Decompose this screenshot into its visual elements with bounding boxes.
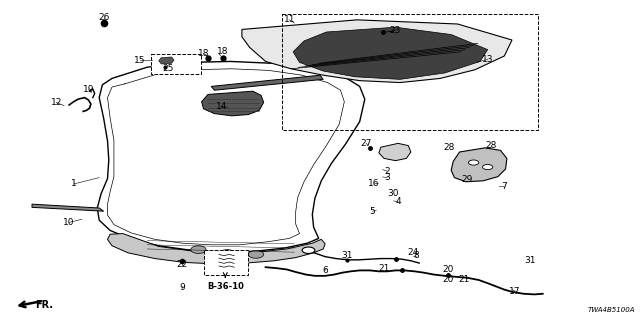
Text: 7: 7 — [502, 182, 507, 191]
Text: 11: 11 — [284, 15, 295, 24]
Polygon shape — [108, 234, 325, 264]
Polygon shape — [451, 148, 507, 182]
Text: 26: 26 — [98, 13, 109, 22]
Text: 15: 15 — [134, 56, 145, 65]
Text: 9: 9 — [180, 284, 185, 292]
Polygon shape — [211, 75, 323, 90]
Circle shape — [302, 247, 315, 253]
Text: 20: 20 — [442, 265, 454, 274]
Text: 29: 29 — [461, 175, 473, 184]
Text: 23: 23 — [390, 26, 401, 35]
Text: 19: 19 — [83, 85, 94, 94]
Text: 24: 24 — [407, 248, 419, 257]
Circle shape — [248, 251, 264, 258]
Text: FR.: FR. — [35, 300, 53, 310]
Text: 25: 25 — [162, 64, 173, 73]
FancyBboxPatch shape — [204, 250, 248, 275]
Polygon shape — [97, 61, 365, 252]
FancyBboxPatch shape — [151, 54, 201, 74]
Text: 27: 27 — [360, 139, 372, 148]
Text: 10: 10 — [63, 218, 75, 227]
Text: 20: 20 — [442, 276, 454, 284]
Text: 18: 18 — [198, 49, 209, 58]
Text: TWA4B5100A: TWA4B5100A — [588, 307, 635, 313]
Text: 17: 17 — [509, 287, 521, 296]
Text: 28: 28 — [444, 143, 455, 152]
Circle shape — [468, 160, 479, 165]
Text: 12: 12 — [51, 98, 62, 107]
Text: B-36-10: B-36-10 — [207, 282, 244, 291]
Text: 13: 13 — [482, 55, 493, 64]
Text: 18: 18 — [217, 47, 228, 56]
Polygon shape — [32, 204, 104, 211]
Text: 21: 21 — [458, 276, 470, 284]
Text: 28: 28 — [486, 141, 497, 150]
Circle shape — [483, 164, 493, 170]
Polygon shape — [293, 27, 488, 79]
Text: 3: 3 — [385, 173, 390, 182]
Circle shape — [220, 250, 235, 257]
Text: 2: 2 — [385, 167, 390, 176]
Circle shape — [191, 246, 206, 253]
Text: 6: 6 — [323, 266, 328, 275]
Text: 30: 30 — [387, 189, 399, 198]
Text: 31: 31 — [341, 252, 353, 260]
Text: 4: 4 — [396, 197, 401, 206]
Polygon shape — [202, 91, 264, 116]
Text: 8: 8 — [413, 252, 419, 260]
Text: 5: 5 — [370, 207, 375, 216]
Text: 22: 22 — [177, 260, 188, 269]
Bar — [282, 14, 538, 130]
Text: 14: 14 — [216, 102, 227, 111]
Text: 1: 1 — [71, 180, 76, 188]
Text: 21: 21 — [378, 264, 390, 273]
Text: 31: 31 — [524, 256, 536, 265]
Text: 16: 16 — [368, 180, 380, 188]
Polygon shape — [242, 20, 512, 83]
Polygon shape — [159, 57, 174, 64]
Polygon shape — [379, 143, 411, 161]
